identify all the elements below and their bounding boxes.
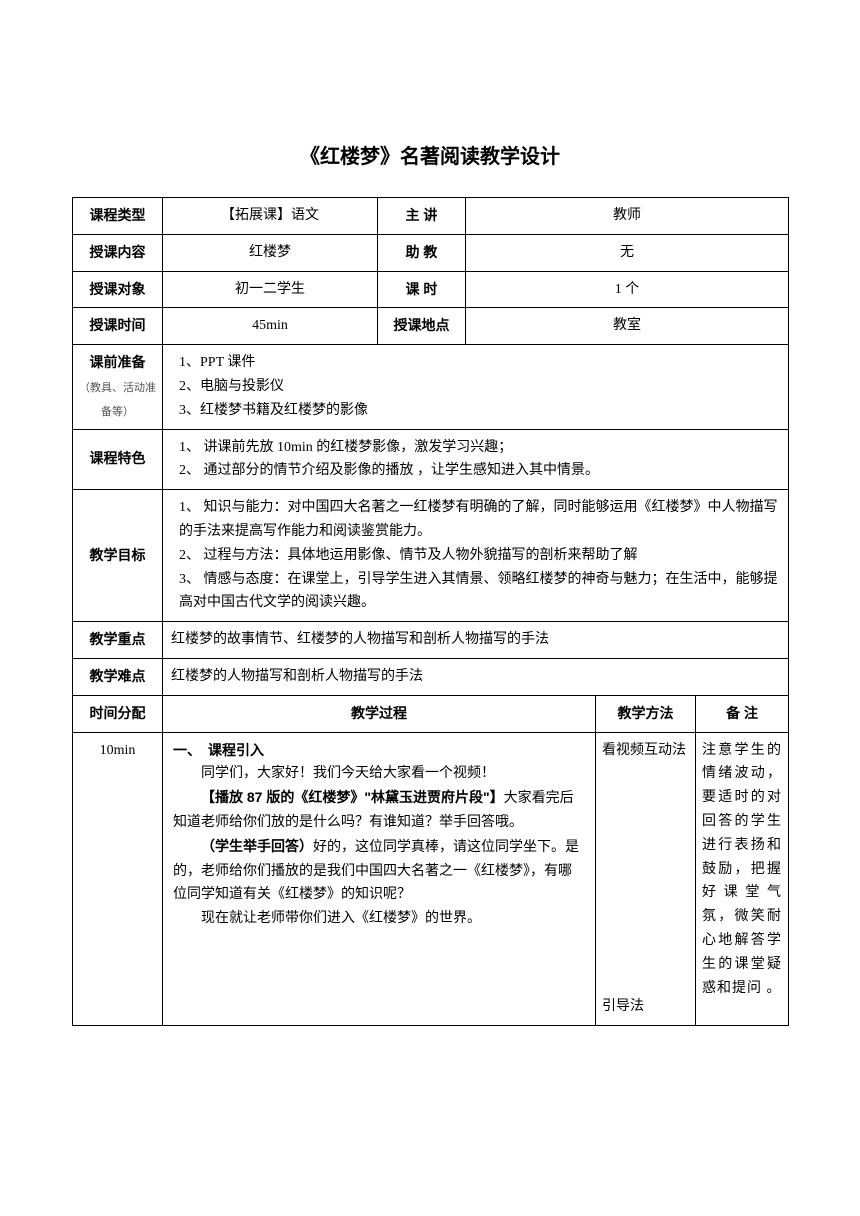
method-2: 引导法: [602, 995, 689, 1019]
label-difficulty: 教学难点: [73, 658, 163, 695]
prep-item-2: 2、电脑与投影仪: [171, 375, 782, 399]
value-course-type: 【拓展课】语文: [163, 198, 378, 235]
process-p1: 同学们，大家好！我们今天给大家看一个视频！: [173, 762, 585, 786]
label-location: 授课地点: [378, 308, 466, 345]
label-lecturer: 主 讲: [378, 198, 466, 235]
feature-item-1: 1、 讲课前先放 10min 的红楼梦影像，激发学习兴趣；: [171, 436, 782, 460]
value-audience: 初一二学生: [163, 271, 378, 308]
value-assistant: 无: [466, 234, 789, 271]
label-time: 授课时间: [73, 308, 163, 345]
label-time-alloc: 时间分配: [73, 695, 163, 732]
label-feature: 课程特色: [73, 429, 163, 490]
label-notes: 备 注: [696, 695, 789, 732]
value-location: 教室: [466, 308, 789, 345]
label-goals: 教学目标: [73, 490, 163, 622]
process-row-1: 10min 一、 课程引入 同学们，大家好！我们今天给大家看一个视频！ 【播放 …: [73, 732, 789, 1025]
label-method: 教学方法: [596, 695, 696, 732]
header-row-3: 授课对象 初一二学生 课 时 1 个: [73, 271, 789, 308]
key-row: 教学重点 红楼梦的故事情节、红楼梦的人物描写和剖析人物描写的手法: [73, 622, 789, 659]
process-header-row: 时间分配 教学过程 教学方法 备 注: [73, 695, 789, 732]
value-time: 45min: [163, 308, 378, 345]
value-lecturer: 教师: [466, 198, 789, 235]
goal-item-2: 2、 过程与方法：具体地运用影像、情节及人物外貌描写的剖析来帮助了解: [171, 544, 782, 568]
prep-item-3: 3、红楼梦书籍及红楼梦的影像: [171, 399, 782, 423]
label-content: 授课内容: [73, 234, 163, 271]
prep-label-text: 课前准备: [90, 354, 146, 370]
header-row-4: 授课时间 45min 授课地点 教室: [73, 308, 789, 345]
process-p4: 现在就让老师带你们进入《红楼梦》的世界。: [173, 907, 585, 931]
feature-item-2: 2、 通过部分的情节介绍及影像的播放 ，让学生感知进入其中情景。: [171, 459, 782, 483]
time-value: 10min: [73, 732, 163, 1025]
process-p2: 【播放 87 版的《红楼梦》"林黛玉进贾府片段"】大家看完后知道老师给你们放的是…: [173, 786, 585, 835]
header-row-2: 授课内容 红楼梦 助 教 无: [73, 234, 789, 271]
difficulty-content: 红楼梦的人物描写和剖析人物描写的手法: [163, 658, 789, 695]
process-p3: （学生举手回答）好的，这位同学真棒，请这位同学坐下。是的，老师给你们播放的是我们…: [173, 835, 585, 907]
label-course-type: 课程类型: [73, 198, 163, 235]
label-key: 教学重点: [73, 622, 163, 659]
prep-content: 1、PPT 课件 2、电脑与投影仪 3、红楼梦书籍及红楼梦的影像: [163, 345, 789, 429]
goals-content: 1、 知识与能力：对中国四大名著之一红楼梦有明确的了解，同时能够运用《红楼梦》中…: [163, 490, 789, 622]
method-content: 看视频互动法 引导法: [596, 732, 696, 1025]
lesson-plan-table: 课程类型 【拓展课】语文 主 讲 教师 授课内容 红楼梦 助 教 无 授课对象 …: [72, 197, 789, 1026]
feature-row: 课程特色 1、 讲课前先放 10min 的红楼梦影像，激发学习兴趣； 2、 通过…: [73, 429, 789, 490]
process-content: 一、 课程引入 同学们，大家好！我们今天给大家看一个视频！ 【播放 87 版的《…: [163, 732, 596, 1025]
value-hours: 1 个: [466, 271, 789, 308]
prep-sublabel: （教具、活动准备等）: [79, 382, 156, 418]
process-p3-bold: （学生举手回答）: [201, 838, 313, 854]
label-audience: 授课对象: [73, 271, 163, 308]
goal-item-3: 3、 情感与态度：在课堂上，引导学生进入其情景、领略红楼梦的神奇与魅力；在生活中…: [171, 568, 782, 616]
label-process: 教学过程: [163, 695, 596, 732]
header-row-1: 课程类型 【拓展课】语文 主 讲 教师: [73, 198, 789, 235]
process-p2-bold: 【播放 87 版的《红楼梦》"林黛玉进贾府片段"】: [201, 789, 504, 805]
difficulty-row: 教学难点 红楼梦的人物描写和剖析人物描写的手法: [73, 658, 789, 695]
prep-item-1: 1、PPT 课件: [171, 351, 782, 375]
document-title: 《红楼梦》名著阅读教学设计: [72, 140, 788, 169]
prep-row: 课前准备 （教具、活动准备等） 1、PPT 课件 2、电脑与投影仪 3、红楼梦书…: [73, 345, 789, 429]
value-content: 红楼梦: [163, 234, 378, 271]
label-prep: 课前准备 （教具、活动准备等）: [73, 345, 163, 429]
label-hours: 课 时: [378, 271, 466, 308]
method-1: 看视频互动法: [602, 739, 689, 763]
label-assistant: 助 教: [378, 234, 466, 271]
key-content: 红楼梦的故事情节、红楼梦的人物描写和剖析人物描写的手法: [163, 622, 789, 659]
goal-item-1: 1、 知识与能力：对中国四大名著之一红楼梦有明确的了解，同时能够运用《红楼梦》中…: [171, 496, 782, 544]
notes-content: 注意学生的情绪波动，要适时的对回答的学生进行表扬和鼓励，把握好课堂气氛，微笑耐心…: [696, 732, 789, 1025]
goals-row: 教学目标 1、 知识与能力：对中国四大名著之一红楼梦有明确的了解，同时能够运用《…: [73, 490, 789, 622]
section-title: 一、 课程引入: [173, 739, 585, 763]
feature-content: 1、 讲课前先放 10min 的红楼梦影像，激发学习兴趣； 2、 通过部分的情节…: [163, 429, 789, 490]
